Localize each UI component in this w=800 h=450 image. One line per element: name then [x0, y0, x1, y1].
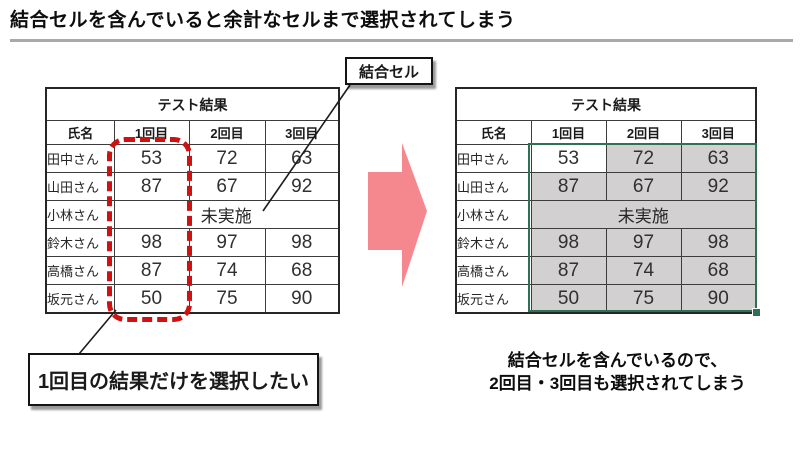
table-row: 山田さん 87 67 92	[45, 172, 340, 201]
selected-cell: 75	[605, 284, 682, 314]
table-title: テスト結果	[455, 87, 757, 121]
right-table: テスト結果 氏名 1回目 2回目 3回目 田中さん 53 72 63 山田さん …	[455, 87, 757, 314]
select-callout-leader-line	[78, 309, 117, 355]
header-name: 氏名	[45, 120, 115, 145]
cell-name: 田中さん	[45, 144, 115, 173]
header-round3: 3回目	[264, 120, 340, 145]
table-title-row: テスト結果	[455, 87, 757, 121]
header-round1: 1回目	[530, 120, 607, 145]
wanted-range-outline	[107, 137, 192, 322]
title-underline	[10, 39, 793, 42]
table-title-row: テスト結果	[45, 87, 340, 121]
table-header-row: 氏名 1回目 2回目 3回目	[455, 120, 757, 145]
cell-value: 98	[264, 228, 340, 257]
table-row: 坂元さん 50 75 90	[455, 284, 757, 314]
cell-value: 97	[188, 228, 266, 257]
table-row: 山田さん 87 67 92	[455, 172, 757, 201]
cell-value: 63	[264, 144, 340, 173]
cell-value: 67	[188, 172, 266, 201]
table-row: 鈴木さん 98 97 98	[45, 228, 340, 257]
cell-name: 小林さん	[45, 200, 115, 229]
table-row: 高橋さん 87 74 68	[455, 256, 757, 285]
merged-cell-callout: 結合セル	[345, 57, 433, 85]
table-row: 鈴木さん 98 97 98	[455, 228, 757, 257]
selected-cell: 67	[605, 172, 682, 201]
transform-arrow	[368, 143, 427, 287]
header-round3: 3回目	[680, 120, 757, 145]
cell-name: 鈴木さん	[455, 228, 532, 257]
result-note-line2: 2回目・3回目も選択されてしまう	[489, 374, 746, 393]
selected-cell: 90	[680, 284, 757, 314]
cell-name: 鈴木さん	[45, 228, 115, 257]
result-note-line1: 結合セルを含んでいるので、	[507, 351, 728, 370]
selected-cell: 98	[530, 228, 607, 257]
selected-cell: 98	[680, 228, 757, 257]
table-row-merged: 小林さん 未実施	[45, 200, 340, 229]
cell-name: 高橋さん	[455, 256, 532, 285]
cell-value: 92	[264, 172, 340, 201]
selected-cell: 74	[605, 256, 682, 285]
cell-name: 山田さん	[455, 172, 532, 201]
cell-name: 坂元さん	[455, 284, 532, 314]
cell-value: 74	[188, 256, 266, 285]
table-row: 坂元さん 50 75 90	[45, 284, 340, 314]
cell-name: 小林さん	[455, 200, 532, 229]
selected-cell: 92	[680, 172, 757, 201]
cell-name: 高橋さん	[45, 256, 115, 285]
table-row: 高橋さん 87 74 68	[45, 256, 340, 285]
cell-value: 72	[188, 144, 266, 173]
header-name: 氏名	[455, 120, 532, 145]
page-title: 結合セルを含んでいると余計なセルまで選択されてしまう	[10, 10, 516, 31]
selected-cell: 87	[530, 256, 607, 285]
header-round2: 2回目	[188, 120, 266, 145]
selected-cell: 50	[530, 284, 607, 314]
table-row: 田中さん 53 72 63	[455, 144, 757, 173]
cell-value: 90	[264, 284, 340, 314]
cell-value: 68	[264, 256, 340, 285]
cell-name: 山田さん	[45, 172, 115, 201]
selected-cell: 97	[605, 228, 682, 257]
header-round2: 2回目	[605, 120, 682, 145]
merged-cell-selected: 未実施	[530, 200, 757, 229]
left-table: テスト結果 氏名 1回目 2回目 3回目 田中さん 53 72 63 山田さん …	[45, 87, 340, 314]
select-wish-callout-label: 1回目の結果だけを選択したい	[37, 371, 310, 393]
selected-cell: 68	[680, 256, 757, 285]
active-cell: 53	[530, 144, 607, 173]
table-row-merged: 小林さん 未実施	[455, 200, 757, 229]
table-title: テスト結果	[45, 87, 340, 121]
result-note: 結合セルを含んでいるので、 2回目・3回目も選択されてしまう	[440, 349, 795, 395]
table-row: 田中さん 53 72 63	[45, 144, 340, 173]
select-wish-callout: 1回目の結果だけを選択したい	[28, 353, 319, 406]
cell-name: 坂元さん	[45, 284, 115, 314]
merged-cell-callout-label: 結合セル	[358, 63, 419, 81]
selected-cell: 63	[680, 144, 757, 173]
selected-cell: 87	[530, 172, 607, 201]
cell-name: 田中さん	[455, 144, 532, 173]
selected-cell: 72	[605, 144, 682, 173]
table-header-row: 氏名 1回目 2回目 3回目	[45, 120, 340, 145]
cell-value: 75	[188, 284, 266, 314]
